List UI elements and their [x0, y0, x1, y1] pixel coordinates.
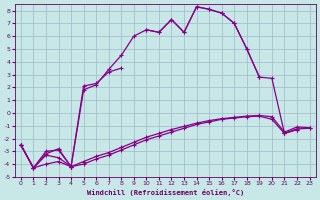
X-axis label: Windchill (Refroidissement éolien,°C): Windchill (Refroidissement éolien,°C) [87, 189, 244, 196]
